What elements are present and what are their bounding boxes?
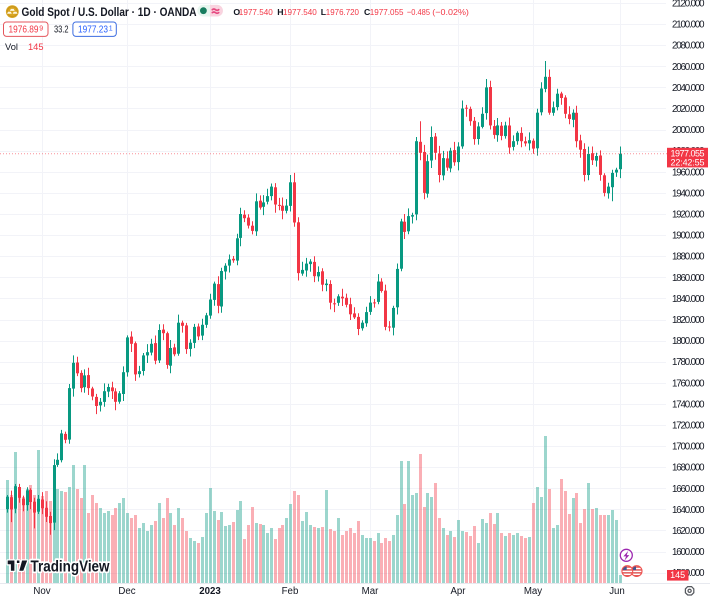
- svg-text:1660.000: 1660.000: [672, 484, 705, 495]
- svg-text:22:42:55: 22:42:55: [671, 158, 705, 168]
- svg-text:Apr: Apr: [450, 586, 466, 597]
- svg-text:1976.720: 1976.720: [326, 7, 359, 17]
- svg-text:1940.000: 1940.000: [672, 188, 705, 199]
- svg-text:33.2: 33.2: [54, 24, 69, 35]
- svg-text:1760.000: 1760.000: [672, 378, 705, 389]
- svg-text:2120.000: 2120.000: [672, 0, 705, 10]
- svg-text:145: 145: [670, 570, 685, 580]
- svg-text:2080.000: 2080.000: [672, 41, 705, 52]
- svg-text:May: May: [524, 586, 542, 597]
- svg-text:1900.000: 1900.000: [672, 231, 705, 242]
- svg-text:2060.000: 2060.000: [672, 62, 705, 73]
- svg-text:2020.000: 2020.000: [672, 104, 705, 115]
- svg-text:1700.000: 1700.000: [672, 442, 705, 453]
- svg-text:1840.000: 1840.000: [672, 294, 705, 305]
- svg-text:Vol: Vol: [5, 42, 18, 52]
- svg-text:Nov: Nov: [33, 586, 50, 597]
- svg-text:Feb: Feb: [282, 586, 299, 597]
- svg-text:L: L: [321, 7, 327, 17]
- svg-text:1960.000: 1960.000: [672, 167, 705, 178]
- svg-text:TradingView: TradingView: [31, 558, 110, 575]
- svg-text:1800.000: 1800.000: [672, 336, 705, 347]
- svg-text:1680.000: 1680.000: [672, 463, 705, 474]
- svg-text:1620.000: 1620.000: [672, 526, 705, 537]
- svg-text:(−0.02%): (−0.02%): [432, 7, 469, 17]
- svg-text:2100.000: 2100.000: [672, 20, 705, 31]
- svg-text:O: O: [233, 7, 240, 17]
- svg-text:1977.055: 1977.055: [370, 7, 404, 17]
- svg-text:1920.000: 1920.000: [672, 210, 705, 221]
- svg-text:2040.000: 2040.000: [672, 83, 705, 94]
- svg-text:2000.000: 2000.000: [672, 125, 705, 136]
- svg-text:1600.000: 1600.000: [672, 547, 705, 558]
- svg-text:1580.000: 1580.000: [672, 568, 705, 579]
- svg-text:Gold Spot / U.S. Dollar · 1D ·: Gold Spot / U.S. Dollar · 1D · OANDA: [22, 5, 197, 19]
- svg-text:1880.000: 1880.000: [672, 252, 705, 263]
- svg-text:1977.23: 1977.23: [78, 24, 108, 35]
- svg-text:−0.485: −0.485: [407, 7, 430, 17]
- svg-text:C: C: [364, 7, 371, 17]
- svg-text:9: 9: [39, 25, 43, 32]
- svg-text:1: 1: [109, 25, 113, 32]
- svg-text:1640.000: 1640.000: [672, 505, 705, 516]
- svg-text:1977.540: 1977.540: [239, 7, 273, 17]
- svg-text:Mar: Mar: [362, 586, 379, 597]
- svg-text:1780.000: 1780.000: [672, 357, 705, 368]
- svg-text:1976.89: 1976.89: [9, 24, 39, 35]
- svg-text:1820.000: 1820.000: [672, 315, 705, 326]
- svg-text:Dec: Dec: [118, 586, 135, 597]
- svg-text:1720.000: 1720.000: [672, 421, 705, 432]
- svg-text:1740.000: 1740.000: [672, 399, 705, 410]
- svg-text:145: 145: [28, 42, 44, 52]
- svg-text:2023: 2023: [199, 586, 221, 597]
- svg-text:1860.000: 1860.000: [672, 273, 705, 284]
- svg-text:1977.540: 1977.540: [283, 7, 317, 17]
- svg-text:Jun: Jun: [609, 586, 625, 597]
- svg-text:H: H: [277, 7, 283, 17]
- svg-text:1977.055: 1977.055: [671, 148, 705, 158]
